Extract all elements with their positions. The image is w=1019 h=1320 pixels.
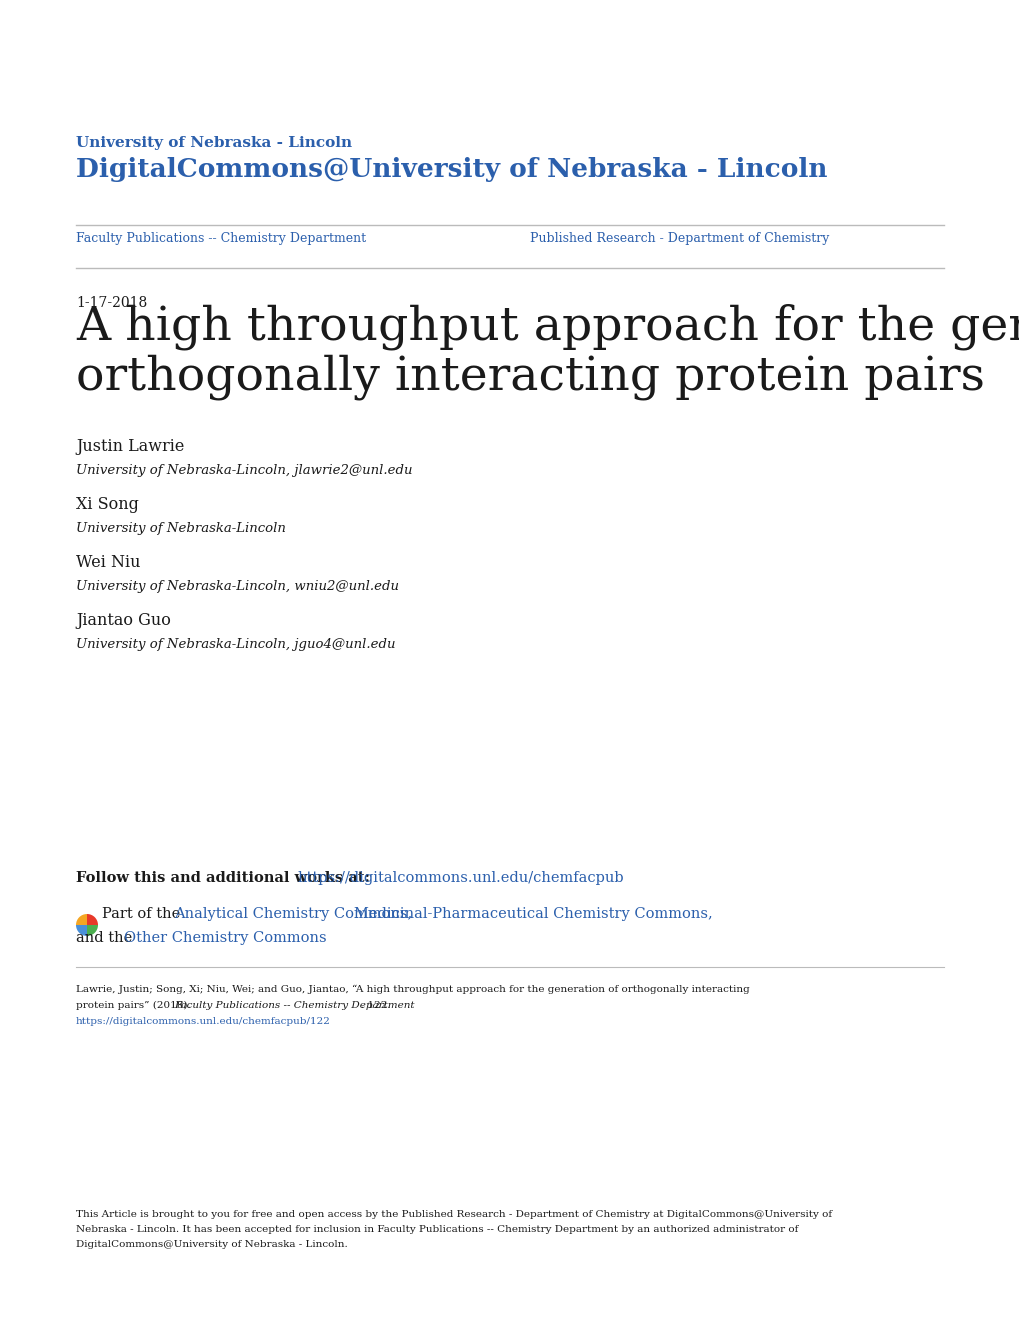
Text: Analytical Chemistry Commons,: Analytical Chemistry Commons, (174, 907, 417, 921)
Text: University of Nebraska-Lincoln: University of Nebraska-Lincoln (76, 521, 285, 535)
Text: DigitalCommons@University of Nebraska - Lincoln: DigitalCommons@University of Nebraska - … (76, 157, 826, 182)
Text: Jiantao Guo: Jiantao Guo (76, 612, 171, 630)
Text: Follow this and additional works at:: Follow this and additional works at: (76, 871, 375, 884)
Text: and the: and the (76, 931, 137, 945)
Text: Faculty Publications -- Chemistry Department: Faculty Publications -- Chemistry Depart… (173, 1001, 414, 1010)
Text: Wei Niu: Wei Niu (76, 554, 141, 572)
Text: 1-17-2018: 1-17-2018 (76, 296, 147, 310)
Text: Published Research - Department of Chemistry: Published Research - Department of Chemi… (530, 232, 828, 246)
Text: University of Nebraska-Lincoln, jlawrie2@unl.edu: University of Nebraska-Lincoln, jlawrie2… (76, 465, 412, 477)
Text: Part of the: Part of the (102, 907, 184, 921)
Wedge shape (87, 925, 98, 936)
Text: Nebraska - Lincoln. It has been accepted for inclusion in Faculty Publications -: Nebraska - Lincoln. It has been accepted… (76, 1225, 798, 1234)
Text: University of Nebraska - Lincoln: University of Nebraska - Lincoln (76, 136, 352, 150)
Text: Faculty Publications -- Chemistry Department: Faculty Publications -- Chemistry Depart… (76, 232, 366, 246)
Wedge shape (76, 925, 87, 936)
Wedge shape (87, 913, 98, 925)
Text: Xi Song: Xi Song (76, 496, 139, 513)
Text: University of Nebraska-Lincoln, jguo4@unl.edu: University of Nebraska-Lincoln, jguo4@un… (76, 638, 395, 651)
Text: A high throughput approach for the generation of: A high throughput approach for the gener… (76, 304, 1019, 350)
Text: University of Nebraska-Lincoln, wniu2@unl.edu: University of Nebraska-Lincoln, wniu2@un… (76, 579, 398, 593)
Text: orthogonally interacting protein pairs: orthogonally interacting protein pairs (76, 354, 984, 400)
Text: . 122.: . 122. (361, 1001, 390, 1010)
Text: Other Chemistry Commons: Other Chemistry Commons (124, 931, 326, 945)
Text: protein pairs” (2018).: protein pairs” (2018). (76, 1001, 194, 1010)
Text: Justin Lawrie: Justin Lawrie (76, 438, 184, 455)
Text: https://digitalcommons.unl.edu/chemfacpub/122: https://digitalcommons.unl.edu/chemfacpu… (76, 1016, 330, 1026)
Text: https://digitalcommons.unl.edu/chemfacpub: https://digitalcommons.unl.edu/chemfacpu… (298, 871, 624, 884)
Text: DigitalCommons@University of Nebraska - Lincoln.: DigitalCommons@University of Nebraska - … (76, 1239, 347, 1249)
Text: Medicinal-Pharmaceutical Chemistry Commons,: Medicinal-Pharmaceutical Chemistry Commo… (354, 907, 712, 921)
Text: This Article is brought to you for free and open access by the Published Researc: This Article is brought to you for free … (76, 1210, 832, 1218)
Text: Lawrie, Justin; Song, Xi; Niu, Wei; and Guo, Jiantao, “A high throughput approac: Lawrie, Justin; Song, Xi; Niu, Wei; and … (76, 985, 749, 994)
Wedge shape (76, 913, 87, 925)
